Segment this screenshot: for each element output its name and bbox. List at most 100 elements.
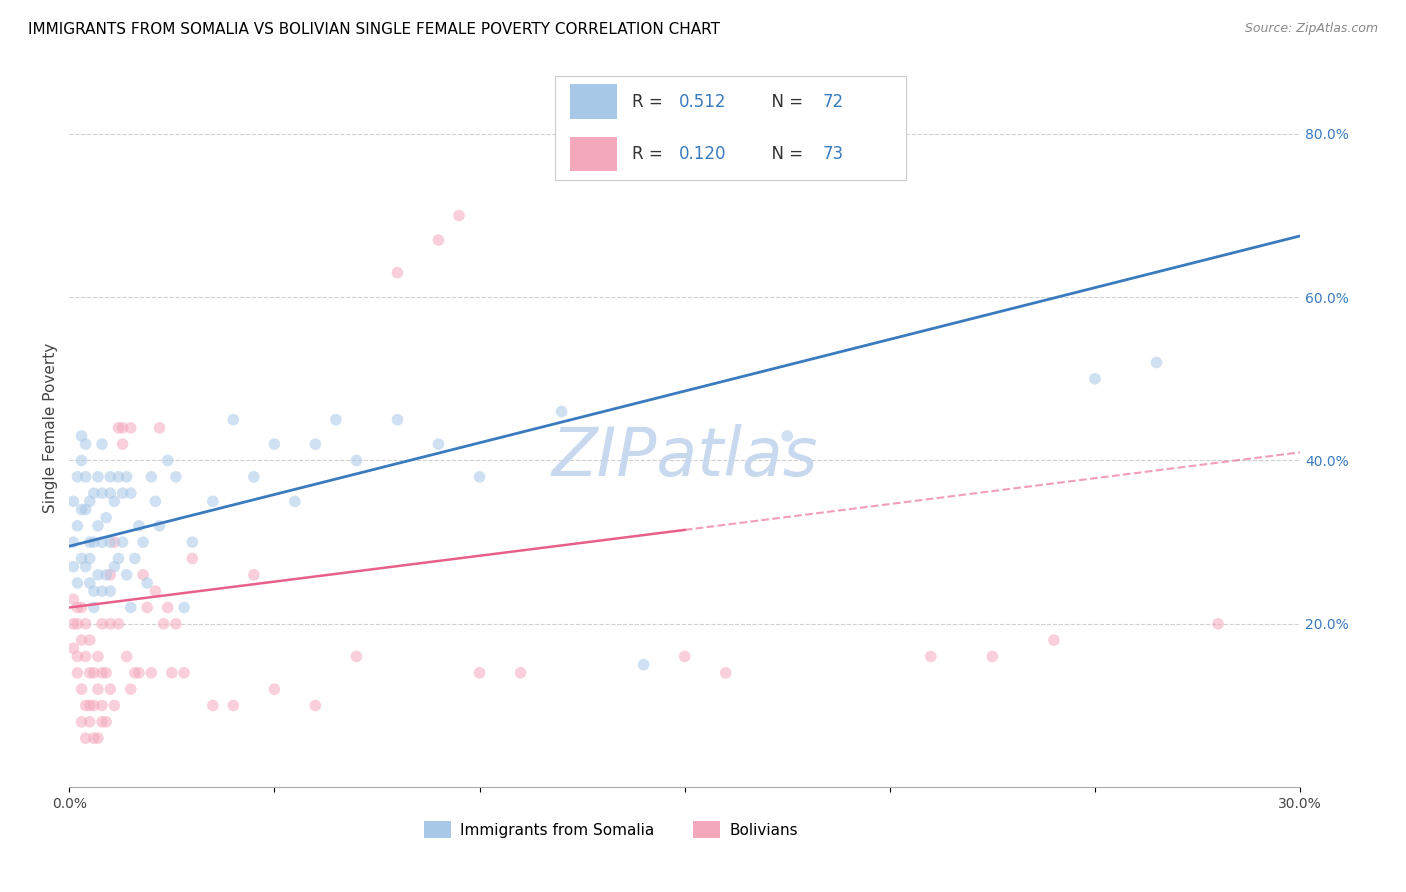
Text: Source: ZipAtlas.com: Source: ZipAtlas.com <box>1244 22 1378 36</box>
Text: 72: 72 <box>823 93 844 111</box>
Point <box>243 567 266 582</box>
Point <box>79 665 101 680</box>
Point <box>70 429 93 443</box>
Point <box>284 494 307 508</box>
Point <box>120 682 142 697</box>
Point <box>173 665 195 680</box>
Text: R =: R = <box>631 145 668 163</box>
Text: ZIPatlas: ZIPatlas <box>551 424 818 490</box>
Point <box>66 665 89 680</box>
Point <box>776 429 799 443</box>
Point <box>91 714 114 729</box>
Point <box>62 592 84 607</box>
Point <box>148 421 170 435</box>
Point <box>181 551 204 566</box>
Point <box>98 486 121 500</box>
Point <box>1146 355 1168 369</box>
Point <box>201 494 224 508</box>
Point <box>156 453 179 467</box>
Point <box>145 584 167 599</box>
Point <box>111 421 134 435</box>
Text: 73: 73 <box>823 145 844 163</box>
Point <box>387 266 409 280</box>
Point <box>120 486 142 500</box>
FancyBboxPatch shape <box>555 76 907 180</box>
Point <box>62 535 84 549</box>
Point <box>62 616 84 631</box>
Point <box>124 551 146 566</box>
Point <box>70 551 93 566</box>
Point <box>79 494 101 508</box>
Text: 0.120: 0.120 <box>679 145 725 163</box>
Point <box>66 616 89 631</box>
Point <box>107 421 129 435</box>
FancyBboxPatch shape <box>571 85 617 119</box>
Point <box>447 209 470 223</box>
Point <box>1084 372 1107 386</box>
Point <box>79 576 101 591</box>
Point <box>111 486 134 500</box>
Point <box>70 633 93 648</box>
Point <box>156 600 179 615</box>
Point <box>263 437 285 451</box>
Point <box>75 616 97 631</box>
Point <box>96 665 118 680</box>
Point <box>91 437 114 451</box>
Point <box>75 470 97 484</box>
Point <box>75 731 97 746</box>
Point <box>145 494 167 508</box>
Point <box>79 714 101 729</box>
Point <box>633 657 655 672</box>
Point <box>136 576 159 591</box>
Point <box>96 510 118 524</box>
Text: R =: R = <box>631 93 668 111</box>
Point <box>468 470 491 484</box>
Point <box>111 535 134 549</box>
Point <box>66 470 89 484</box>
Point <box>325 412 347 426</box>
Point <box>66 518 89 533</box>
Point <box>62 641 84 656</box>
Point <box>98 584 121 599</box>
Point <box>98 682 121 697</box>
Point <box>427 233 450 247</box>
Point <box>70 682 93 697</box>
Point <box>87 649 110 664</box>
Point <box>387 412 409 426</box>
Point <box>87 682 110 697</box>
Point <box>160 665 183 680</box>
Point <box>107 470 129 484</box>
Point <box>98 616 121 631</box>
Point <box>79 698 101 713</box>
Point <box>165 470 187 484</box>
Point <box>304 437 326 451</box>
Point <box>62 494 84 508</box>
Point <box>87 518 110 533</box>
Point <box>509 665 531 680</box>
Point <box>66 576 89 591</box>
Point <box>70 714 93 729</box>
Point <box>1043 633 1066 648</box>
Point <box>79 633 101 648</box>
Point <box>136 600 159 615</box>
Point <box>1206 616 1229 631</box>
Point <box>87 470 110 484</box>
Point <box>83 731 105 746</box>
Point <box>673 649 696 664</box>
Point <box>111 437 134 451</box>
Point <box>79 551 101 566</box>
Legend: Immigrants from Somalia, Bolivians: Immigrants from Somalia, Bolivians <box>418 815 804 844</box>
Point <box>124 665 146 680</box>
Point <box>83 600 105 615</box>
Point <box>98 535 121 549</box>
Point <box>70 502 93 516</box>
Text: 0.512: 0.512 <box>679 93 725 111</box>
Point <box>70 600 93 615</box>
Point <box>98 567 121 582</box>
Point <box>107 616 129 631</box>
Point <box>98 470 121 484</box>
Point <box>120 421 142 435</box>
Point <box>981 649 1004 664</box>
Text: N =: N = <box>761 145 808 163</box>
Point <box>91 698 114 713</box>
